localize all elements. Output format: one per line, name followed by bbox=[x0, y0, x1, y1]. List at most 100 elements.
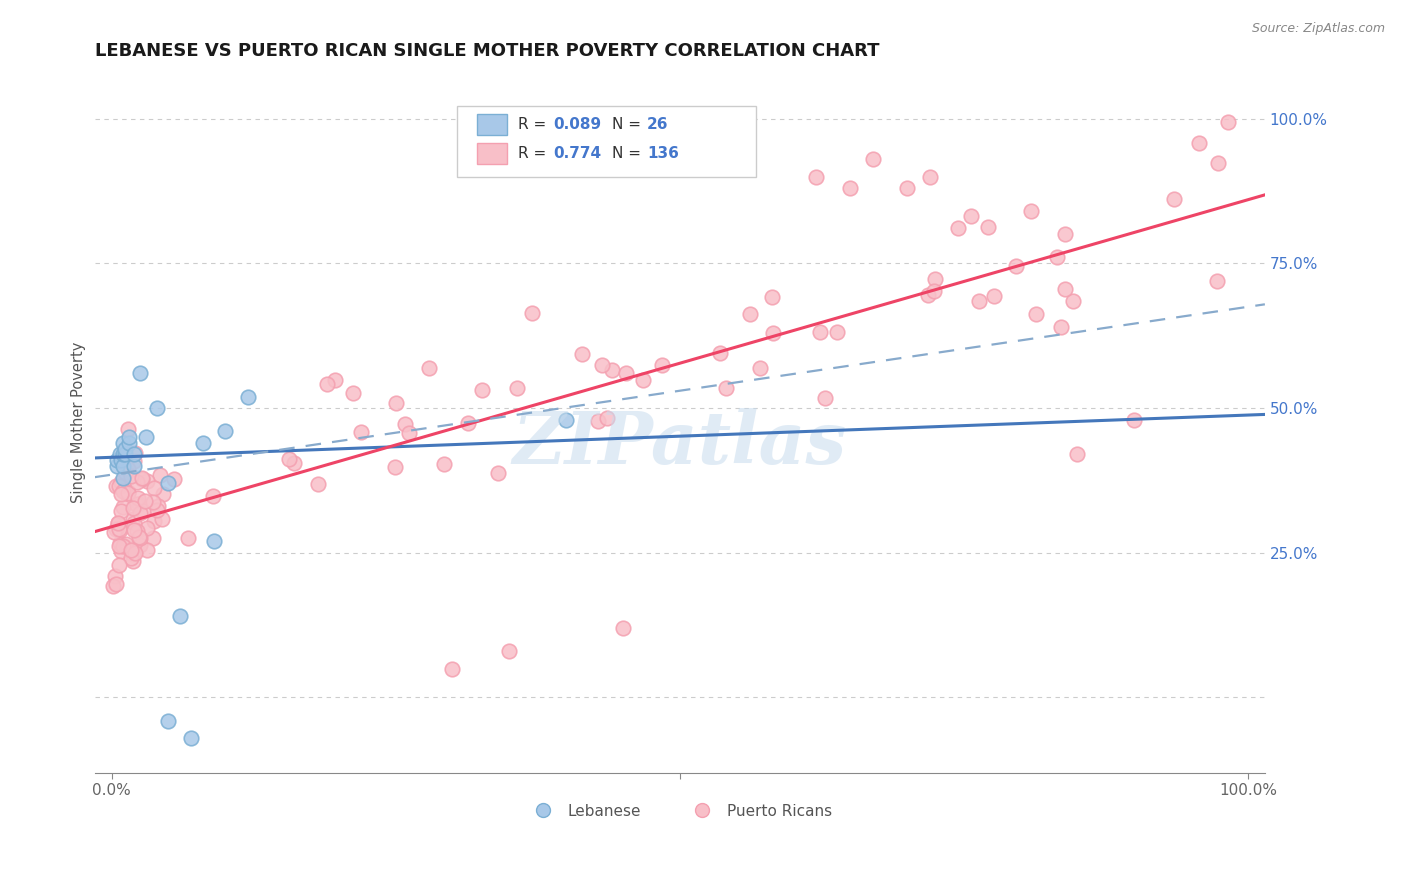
Point bbox=[457, 416, 479, 430]
Y-axis label: Single Mother Poverty: Single Mother Poverty bbox=[72, 342, 86, 503]
Point bbox=[804, 169, 827, 184]
Point bbox=[105, 576, 128, 591]
Point bbox=[169, 609, 191, 624]
Point bbox=[977, 220, 1000, 235]
Point bbox=[150, 512, 173, 526]
Point bbox=[323, 373, 346, 387]
Point bbox=[128, 531, 150, 545]
Point bbox=[839, 181, 862, 195]
Point bbox=[143, 514, 166, 528]
Point bbox=[588, 414, 610, 428]
Point bbox=[127, 491, 149, 506]
Point bbox=[125, 524, 148, 538]
Point bbox=[132, 504, 155, 518]
Point bbox=[103, 579, 125, 593]
Point bbox=[117, 421, 139, 435]
Point bbox=[1163, 192, 1185, 206]
Point bbox=[135, 520, 157, 534]
Point bbox=[115, 540, 138, 554]
Point bbox=[105, 458, 128, 473]
Point bbox=[808, 325, 831, 339]
Point bbox=[1123, 413, 1146, 427]
Point bbox=[162, 472, 184, 486]
Point bbox=[104, 479, 127, 493]
Point bbox=[441, 662, 464, 676]
Point bbox=[1053, 227, 1076, 242]
Point bbox=[283, 456, 305, 470]
Text: R =: R = bbox=[519, 146, 551, 161]
Point bbox=[118, 435, 141, 450]
Point bbox=[748, 361, 770, 376]
Point bbox=[505, 381, 527, 395]
Point bbox=[110, 536, 132, 550]
Point bbox=[983, 289, 1005, 303]
Point bbox=[202, 489, 225, 503]
Point bbox=[191, 435, 214, 450]
Point bbox=[117, 462, 139, 476]
Point bbox=[520, 306, 543, 320]
Point bbox=[108, 523, 131, 537]
Point bbox=[111, 458, 134, 473]
Point bbox=[122, 454, 145, 468]
Point bbox=[103, 525, 125, 540]
Text: Source: ZipAtlas.com: Source: ZipAtlas.com bbox=[1251, 22, 1385, 36]
Point bbox=[959, 209, 981, 223]
Point bbox=[307, 476, 329, 491]
Point bbox=[122, 523, 145, 537]
Point bbox=[596, 411, 619, 425]
Point bbox=[948, 220, 970, 235]
Point bbox=[1004, 259, 1026, 273]
Point bbox=[277, 452, 299, 467]
Point bbox=[110, 544, 132, 558]
Point bbox=[108, 539, 131, 553]
Point bbox=[418, 361, 440, 376]
Point bbox=[124, 446, 146, 460]
FancyBboxPatch shape bbox=[457, 106, 756, 178]
Point bbox=[105, 453, 128, 467]
Point bbox=[214, 424, 236, 438]
Point bbox=[108, 558, 131, 573]
FancyBboxPatch shape bbox=[477, 144, 506, 164]
Point bbox=[177, 531, 200, 545]
Point bbox=[433, 457, 456, 471]
Point bbox=[498, 644, 520, 658]
Point bbox=[152, 487, 174, 501]
Text: LEBANESE VS PUERTO RICAN SINGLE MOTHER POVERTY CORRELATION CHART: LEBANESE VS PUERTO RICAN SINGLE MOTHER P… bbox=[94, 42, 879, 60]
Point bbox=[124, 447, 146, 461]
Point bbox=[967, 294, 990, 309]
Point bbox=[120, 550, 142, 565]
Point bbox=[600, 362, 623, 376]
Point bbox=[136, 542, 159, 557]
Point bbox=[470, 384, 492, 398]
Point bbox=[616, 366, 638, 380]
Text: R =: R = bbox=[519, 118, 551, 132]
Point bbox=[112, 500, 135, 514]
Point bbox=[110, 487, 132, 501]
Point bbox=[738, 307, 761, 321]
Point bbox=[104, 568, 127, 582]
Point bbox=[114, 466, 136, 480]
Point bbox=[591, 358, 613, 372]
Point bbox=[110, 475, 132, 489]
Point bbox=[384, 460, 406, 475]
Point bbox=[922, 284, 945, 298]
Point bbox=[117, 484, 139, 499]
Point bbox=[896, 181, 918, 195]
Point bbox=[131, 471, 153, 485]
Point bbox=[814, 392, 837, 406]
Point bbox=[145, 503, 167, 517]
Point bbox=[115, 457, 138, 471]
Text: 0.774: 0.774 bbox=[554, 146, 602, 161]
Point bbox=[384, 395, 406, 409]
Point bbox=[117, 486, 139, 500]
Point bbox=[124, 516, 146, 530]
Point bbox=[236, 390, 259, 404]
Point bbox=[862, 153, 884, 167]
Point bbox=[1019, 203, 1042, 218]
Point bbox=[111, 540, 134, 554]
Point bbox=[128, 530, 150, 544]
Text: N =: N = bbox=[612, 118, 645, 132]
Point bbox=[122, 554, 145, 568]
Point bbox=[394, 417, 416, 432]
Point bbox=[108, 447, 131, 461]
